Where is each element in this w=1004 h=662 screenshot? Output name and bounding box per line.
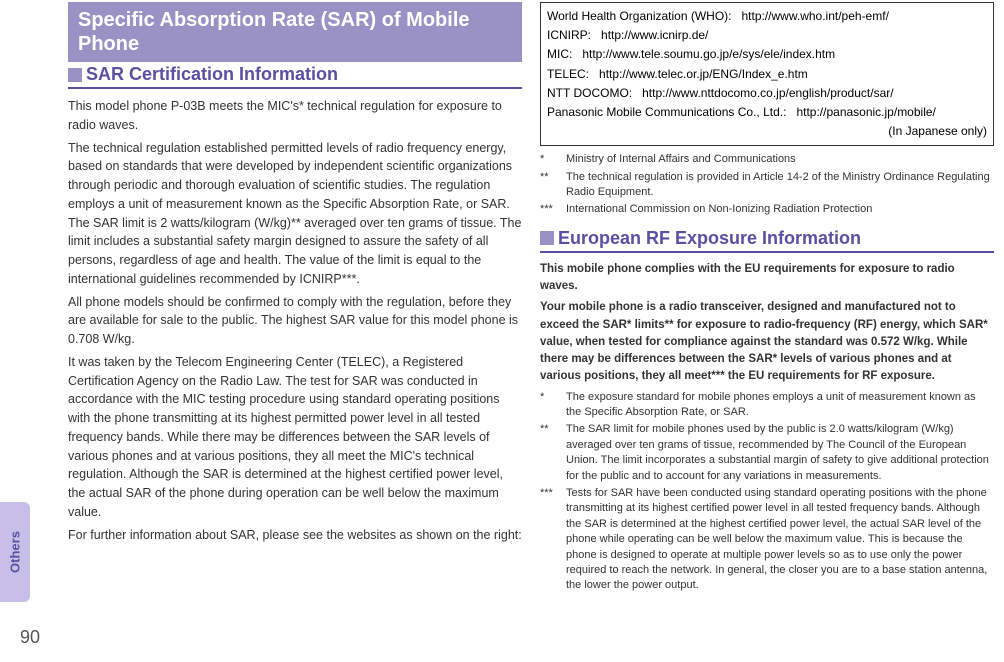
section-heading-sar-text: SAR Certification Information	[86, 64, 338, 85]
link-row: World Health Organization (WHO): http://w…	[547, 7, 987, 26]
section-heading-eu-text: European RF Exposure Information	[558, 228, 861, 249]
section-tab-label: Others	[8, 531, 23, 573]
footnote-mark: ***	[540, 202, 566, 217]
footnote: ***Tests for SAR have been conducted usi…	[540, 486, 994, 594]
footnote: *The exposure standard for mobile phones…	[540, 390, 994, 421]
link-label: TELEC:	[547, 65, 589, 84]
footnote: ***International Commission on Non-Ioniz…	[540, 202, 994, 217]
footnote-text: The exposure standard for mobile phones …	[566, 390, 994, 421]
paragraph: It was taken by the Telecom Engineering …	[68, 353, 522, 522]
footnote-text: International Commission on Non-Ionizing…	[566, 202, 994, 217]
bullet-square-icon	[68, 68, 82, 82]
footnote-mark: **	[540, 170, 566, 201]
footnote-text: The SAR limit for mobile phones used by …	[566, 422, 994, 484]
paragraph-bold: This mobile phone complies with the EU r…	[540, 261, 994, 296]
link-label: ICNIRP:	[547, 26, 591, 45]
link-row: NTT DOCOMO: http://www.nttdocomo.co.jp/en…	[547, 84, 987, 103]
content-columns: Specific Absorption Rate (SAR) of Mobile…	[0, 0, 1004, 662]
footnote: *Ministry of Internal Affairs and Commun…	[540, 152, 994, 167]
page-number: 90	[20, 627, 40, 648]
paragraph: For further information about SAR, pleas…	[68, 526, 522, 545]
footnote-text: The technical regulation is provided in …	[566, 170, 994, 201]
footnotes-block-2: *The exposure standard for mobile phones…	[540, 390, 994, 594]
bullet-square-icon	[540, 231, 554, 245]
footnote-text: Ministry of Internal Affairs and Communi…	[566, 152, 994, 167]
link-row: Panasonic Mobile Communications Co., Ltd…	[547, 103, 987, 122]
link-url: http://www.nttdocomo.co.jp/english/produ…	[642, 84, 893, 103]
footnote-mark: *	[540, 152, 566, 167]
link-label: World Health Organization (WHO):	[547, 7, 732, 26]
link-url: http://www.icnirp.de/	[601, 26, 708, 45]
footnote-mark: **	[540, 422, 566, 484]
link-url: http://www.telec.or.jp/ENG/Index_e.htm	[599, 65, 808, 84]
page-title-banner: Specific Absorption Rate (SAR) of Mobile…	[68, 2, 522, 62]
links-box: World Health Organization (WHO):http://w…	[540, 2, 994, 146]
footnote: **The technical regulation is provided i…	[540, 170, 994, 201]
left-column: Specific Absorption Rate (SAR) of Mobile…	[68, 2, 522, 652]
link-label: Panasonic Mobile Communications Co., Ltd…	[547, 103, 786, 122]
paragraph: All phone models should be confirmed to …	[68, 293, 522, 349]
footnote-mark: ***	[540, 486, 566, 594]
link-row: TELEC: http://www.telec.or.jp/ENG/Index_e…	[547, 65, 987, 84]
link-url: http://panasonic.jp/mobile/	[796, 103, 935, 122]
footnotes-block-1: *Ministry of Internal Affairs and Commun…	[540, 152, 994, 218]
section-heading-eu: European RF Exposure Information	[540, 228, 994, 253]
section-heading-sar: SAR Certification Information	[68, 64, 522, 89]
section-tab: Others	[0, 502, 30, 602]
paragraph: The technical regulation established per…	[68, 139, 522, 289]
link-url: http://www.tele.soumu.go.jp/e/sys/ele/in…	[582, 45, 835, 64]
link-label: MIC:	[547, 45, 572, 64]
footnote-mark: *	[540, 390, 566, 421]
japanese-only-note: (In Japanese only)	[547, 122, 987, 141]
side-tab-region: Others 90	[0, 0, 58, 662]
footnote: **The SAR limit for mobile phones used b…	[540, 422, 994, 484]
link-row: ICNIRP: http://www.icnirp.de/	[547, 26, 987, 45]
link-row: MIC: http://www.tele.soumu.go.jp/e/sys/el…	[547, 45, 987, 64]
link-url: http://www.who.int/peh-emf/	[742, 7, 889, 26]
right-column: World Health Organization (WHO):http://w…	[540, 2, 994, 652]
paragraph-bold: Your mobile phone is a radio transceiver…	[540, 299, 994, 385]
paragraph: This model phone P-03B meets the MIC's* …	[68, 97, 522, 135]
link-label: NTT DOCOMO:	[547, 84, 632, 103]
footnote-text: Tests for SAR have been conducted using …	[566, 486, 994, 594]
